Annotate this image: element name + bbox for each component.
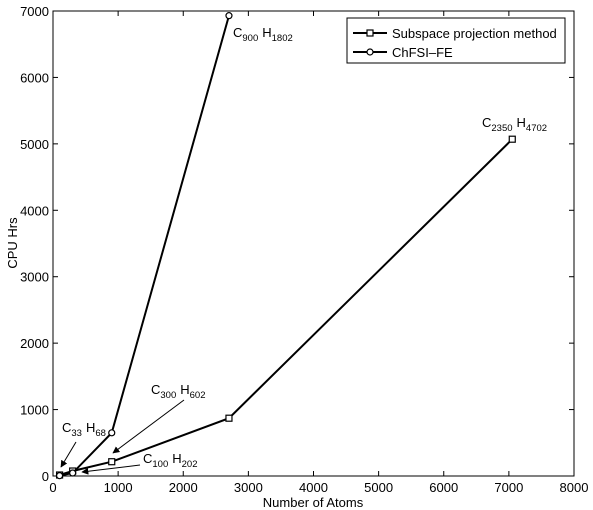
plot-frame: [52, 10, 575, 477]
legend-box: [346, 17, 566, 64]
annotation-c100-element2: H: [172, 451, 181, 466]
x-tick-label-3: 3000: [234, 480, 263, 495]
series-1-point-2: [108, 429, 116, 437]
y-tick-label-0: 0: [42, 469, 49, 484]
annotation-c900-sub1: 900: [242, 33, 258, 44]
annotation-c33: C33 H68: [60, 420, 106, 468]
legend: Subspace projection method ChFSI–FE: [346, 17, 566, 64]
annotation-c100-element1: C: [143, 451, 152, 466]
y-tick-label-1: 1000: [20, 403, 49, 418]
legend-label-chfsi: ChFSI–FE: [392, 45, 453, 60]
x-tick-label-7: 7000: [494, 480, 523, 495]
annotation-c300-element1: C: [151, 382, 160, 397]
annotation-c900-sub2: 1802: [272, 33, 293, 44]
annotation-c2350-element2: H: [517, 115, 526, 130]
x-tick-label-6: 6000: [429, 480, 458, 495]
annotation-c2350-element1: C: [482, 115, 491, 130]
series-0-point-3: [225, 414, 233, 422]
x-tick-label-1: 1000: [104, 480, 133, 495]
annotations: C900 H1802 C2350 H4702 C300 H602 C33 H68 C10…: [60, 25, 547, 475]
annotation-c2350: C2350 H4702: [482, 115, 547, 134]
annotation-c900-element2: H: [262, 25, 271, 40]
series-0-point-2: [108, 458, 116, 466]
series-1: [55, 12, 233, 480]
y-tick-label-2: 2000: [20, 336, 49, 351]
annotation-c900: C900 H1802: [233, 25, 293, 44]
series-1-line: [59, 15, 230, 477]
axis-tick-labels: 0 1000 2000 3000 4000 5000 6000 7000 8000 0 1000 20…: [20, 4, 588, 495]
annotation-c33-sub2: 68: [95, 428, 106, 439]
y-tick-label-4: 4000: [20, 203, 49, 218]
legend-marker-square: [366, 29, 374, 37]
annotation-c2350-sub2: 4702: [526, 123, 547, 134]
y-tick-label-5: 5000: [20, 137, 49, 152]
plot-area: [52, 10, 575, 477]
legend-entry-subspace: Subspace projection method: [353, 26, 557, 41]
annotation-c300-arrow: [112, 399, 185, 454]
annotation-c300: C300 H602: [112, 382, 206, 454]
annotation-c33-sub1: 33: [71, 428, 82, 439]
series-1-point-1: [69, 469, 77, 477]
annotation-c300-element2: H: [180, 382, 189, 397]
annotation-c100-arrow: [81, 464, 141, 475]
x-tick-label-0: 0: [49, 480, 56, 495]
x-tick-label-4: 4000: [299, 480, 328, 495]
annotation-c900-element1: C: [233, 25, 242, 40]
x-tick-label-5: 5000: [364, 480, 393, 495]
series-0-point-4: [508, 135, 516, 143]
series-layer: [55, 12, 516, 480]
annotation-c33-element2: H: [86, 420, 95, 435]
annotation-c300-sub1: 300: [160, 390, 176, 401]
annotation-c300-sub2: 602: [190, 390, 206, 401]
annotation-c100-sub1: 100: [152, 459, 168, 470]
axis-ticks: [52, 10, 575, 477]
annotation-c2350-sub1: 2350: [491, 123, 512, 134]
legend-marker-circle: [366, 48, 374, 56]
annotation-c100: C100 H202: [81, 451, 198, 475]
annotation-c100-sub2: 202: [182, 459, 198, 470]
series-1-point-3: [225, 12, 233, 20]
legend-entry-chfsi: ChFSI–FE: [353, 45, 453, 60]
y-tick-label-7: 7000: [20, 4, 49, 19]
y-tick-label-3: 3000: [20, 270, 49, 285]
y-axis-label: CPU Hrs: [5, 217, 20, 269]
x-axis-label: Number of Atoms: [263, 495, 364, 510]
legend-label-subspace: Subspace projection method: [392, 26, 557, 41]
annotation-c33-arrow: [60, 441, 77, 468]
y-tick-label-6: 6000: [20, 70, 49, 85]
x-tick-label-8: 8000: [560, 480, 589, 495]
x-tick-label-2: 2000: [169, 480, 198, 495]
series-1-point-0: [55, 472, 64, 480]
annotation-c33-element1: C: [62, 420, 71, 435]
